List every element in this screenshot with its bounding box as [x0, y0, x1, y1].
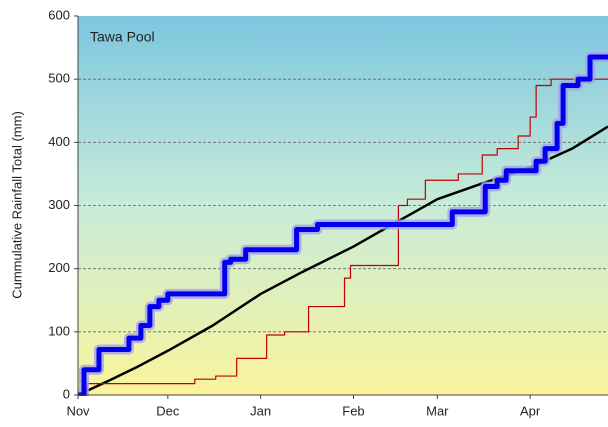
y-tick-label: 300	[48, 197, 70, 212]
y-tick-label: 500	[48, 71, 70, 86]
y-tick-label: 100	[48, 323, 70, 338]
x-tick-label: Dec	[156, 403, 180, 418]
x-tick-label: Nov	[66, 403, 90, 418]
y-tick-label: 0	[63, 386, 70, 401]
y-tick-label: 600	[48, 7, 70, 22]
line	[78, 78, 608, 396]
x-tick-label: Feb	[342, 403, 364, 418]
y-tick-label: 400	[48, 134, 70, 149]
x-tick-label: Mar	[426, 403, 449, 418]
x-tick-label: Apr	[520, 403, 541, 418]
line	[78, 54, 608, 396]
chart-title: Tawa Pool	[90, 29, 155, 45]
x-tick-label: Jan	[250, 403, 271, 418]
y-axis-label: Cummulative Rainfall Total (mm)	[9, 111, 24, 299]
y-tick-label: 200	[48, 260, 70, 275]
